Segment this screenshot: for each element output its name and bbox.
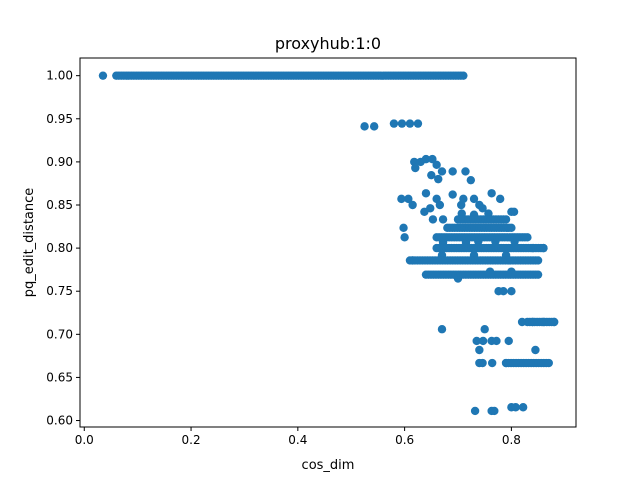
y-tick-label: 1.00 [46, 69, 73, 83]
data-point [480, 325, 489, 334]
data-point [459, 71, 468, 80]
data-point [437, 325, 447, 334]
data-point [487, 358, 497, 368]
data-point [434, 174, 443, 184]
data-point [413, 119, 423, 128]
data-point [533, 256, 543, 265]
data-point [399, 223, 408, 233]
data-point [507, 287, 516, 296]
x-tick-label: 0.6 [395, 433, 414, 447]
data-point [544, 358, 553, 368]
data-point [397, 194, 406, 204]
data-point [432, 160, 441, 170]
data-point [400, 233, 409, 242]
data-point [531, 345, 540, 355]
x-tick-label: 0.4 [288, 433, 307, 447]
y-tick-label: 0.75 [46, 284, 73, 298]
data-point [404, 194, 413, 204]
data-point [421, 189, 431, 198]
y-tick-label: 0.90 [46, 155, 73, 169]
data-point [495, 194, 505, 204]
data-point [427, 170, 436, 180]
data-point [511, 403, 520, 412]
data-point [523, 233, 532, 242]
x-tick-label: 0.2 [182, 433, 201, 447]
data-point [478, 358, 487, 368]
y-tick-label: 0.80 [46, 241, 73, 255]
x-tick-label: 0.8 [502, 433, 521, 447]
data-point [492, 336, 501, 346]
data-point [487, 189, 496, 198]
points-layer [98, 71, 559, 416]
data-point [435, 200, 445, 210]
data-point [408, 200, 417, 210]
data-point [420, 207, 429, 217]
data-point [428, 215, 438, 224]
data-point [437, 167, 447, 176]
data-point [438, 215, 448, 224]
data-point [397, 119, 407, 128]
data-point [539, 243, 548, 253]
data-point [472, 336, 481, 346]
data-point [448, 167, 457, 176]
data-point [475, 345, 484, 355]
y-tick-label: 0.85 [46, 198, 73, 212]
chart-title: proxyhub:1:0 [275, 34, 381, 53]
x-axis-label: cos_dim [302, 458, 355, 473]
data-point [421, 154, 431, 164]
data-point [411, 163, 420, 173]
data-point [457, 200, 466, 210]
data-point [469, 194, 479, 204]
x-axis-ticks: 0.0 0.2 0.4 0.6 0.8 [75, 427, 521, 447]
data-point [533, 270, 543, 279]
data-point [478, 204, 487, 213]
data-point [490, 406, 499, 416]
data-point [470, 406, 480, 416]
data-point [389, 119, 399, 128]
data-point [549, 317, 559, 327]
data-point [98, 71, 108, 80]
y-axis-ticks: 0.60 0.65 0.70 0.75 0.80 0.85 0.90 0.95 1.00 [46, 69, 80, 428]
data-point [507, 223, 516, 233]
x-tick-label: 0.0 [75, 433, 94, 447]
data-point [461, 167, 470, 176]
y-tick-label: 0.70 [46, 327, 73, 341]
y-tick-label: 0.60 [46, 414, 73, 428]
data-point [369, 122, 379, 131]
data-point [518, 403, 528, 412]
y-axis-label: pq_edit_distance [22, 188, 37, 298]
data-point [501, 215, 511, 224]
data-point [499, 287, 508, 296]
data-point [360, 122, 369, 131]
y-tick-label: 0.65 [46, 370, 73, 384]
data-point [509, 207, 519, 217]
data-point [405, 119, 415, 128]
data-point [504, 336, 513, 346]
y-tick-label: 0.95 [46, 112, 73, 126]
data-point [448, 190, 457, 199]
data-point [466, 175, 476, 185]
data-point [478, 336, 488, 346]
axes-frame [79, 57, 577, 428]
